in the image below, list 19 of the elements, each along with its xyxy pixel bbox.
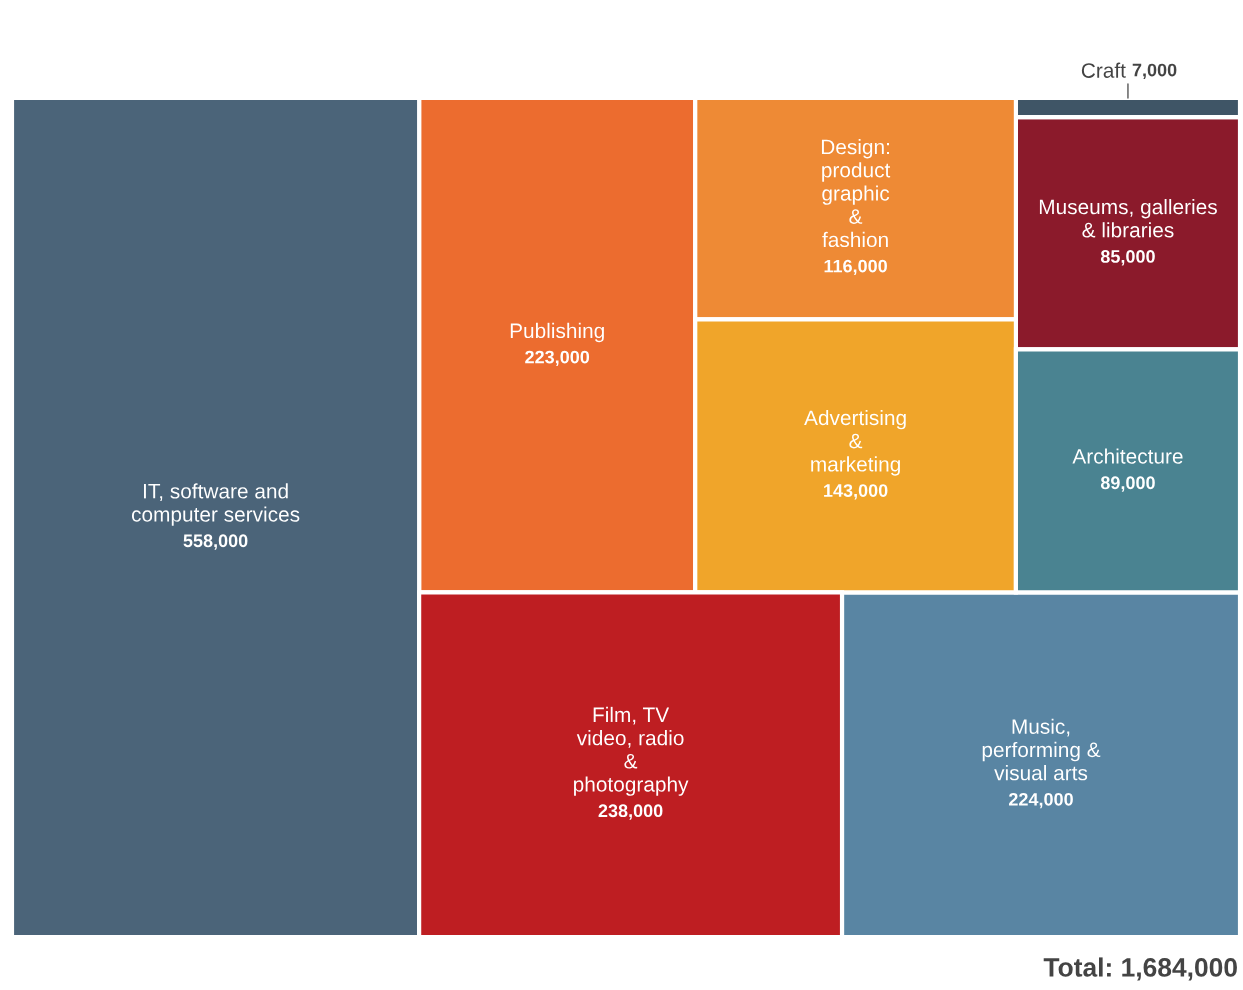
category-label: Museums, galleries & libraries (1039, 198, 1217, 238)
data-label: 89,000 (1100, 476, 1155, 492)
data-label: 238,000 (598, 804, 663, 820)
data-label: 143,000 (824, 484, 888, 500)
category-label: Advertising & marketing (804, 409, 906, 476)
data-label: 558,000 (183, 534, 248, 550)
category-label: Publishing (510, 322, 604, 343)
data-label: 116,000 (824, 259, 887, 276)
category-label: IT, software and computer services (131, 483, 300, 526)
data-label: 7,000 (1132, 63, 1177, 80)
category-label: Design: product graphic & fashion (821, 139, 891, 248)
category-label: Craft (1081, 62, 1126, 78)
text: Total: 1,684,000 (1043, 957, 1237, 981)
category-label: Architecture (1072, 448, 1183, 464)
category-label: Film, TV video, radio & photography (574, 706, 689, 796)
category-label: Music, performing & visual arts (982, 718, 1101, 781)
data-label: 223,000 (525, 350, 590, 367)
data-label: 224,000 (1009, 792, 1073, 809)
data-label: 85,000 (1100, 250, 1155, 266)
